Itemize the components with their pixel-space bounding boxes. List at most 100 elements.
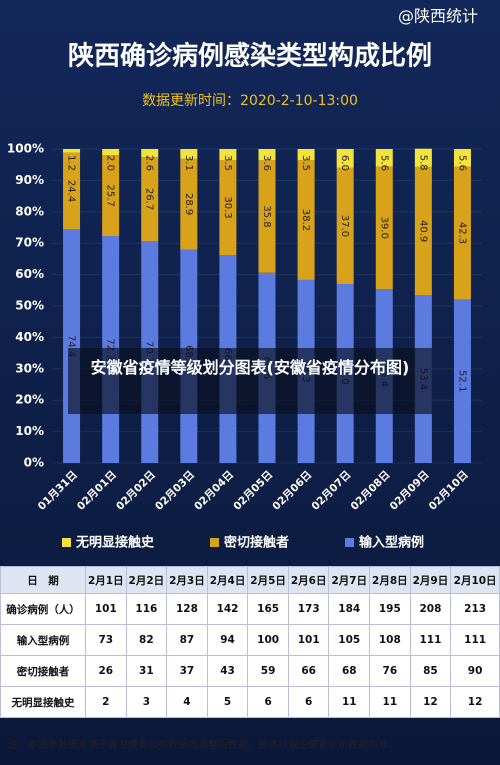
bar-segment bbox=[102, 155, 120, 236]
table-cell: 6 bbox=[247, 686, 289, 718]
legend-swatch bbox=[210, 538, 219, 547]
data-label: 74.4 bbox=[66, 335, 77, 357]
table-cell: 94 bbox=[206, 624, 249, 656]
table-cell: 26 bbox=[85, 655, 127, 687]
table-cell: 105 bbox=[328, 624, 371, 656]
table-cell: 2月5日 bbox=[247, 566, 289, 594]
table-cell: 2 bbox=[85, 686, 127, 718]
table-cell: 2月3日 bbox=[166, 566, 208, 594]
table-cell: 2月1日 bbox=[85, 566, 127, 594]
table-cell: 128 bbox=[166, 593, 208, 625]
bar-segment bbox=[180, 158, 198, 250]
data-label: 5.8 bbox=[417, 155, 428, 171]
table-cell: 4 bbox=[166, 686, 208, 718]
table-cell: 2月9日 bbox=[409, 566, 452, 594]
chart-subtitle: 数据更新时间：2020-2-10-13:00 bbox=[142, 93, 358, 109]
table-cell: 87 bbox=[166, 624, 208, 656]
table-cell: 2月2日 bbox=[125, 566, 168, 594]
y-tick-label: 30% bbox=[15, 361, 44, 375]
table-cell: 116 bbox=[125, 593, 168, 625]
table-cell: 37 bbox=[166, 655, 208, 687]
y-tick-label: 50% bbox=[15, 299, 44, 313]
table-cell: 日 期 bbox=[0, 566, 86, 594]
table-cell: 2月8日 bbox=[369, 566, 411, 594]
table-cell: 43 bbox=[206, 655, 249, 687]
data-label: 39.0 bbox=[378, 217, 389, 239]
watermark: @陕西统计 bbox=[398, 7, 478, 26]
data-label: 28.9 bbox=[183, 193, 194, 215]
table-row: 确诊病例（人） 101 116 128 142 165 173 184 195 208 213 bbox=[0, 593, 500, 625]
table-cell: 82 bbox=[125, 624, 168, 656]
data-label: 5.6 bbox=[378, 155, 389, 171]
table-cell: 111 bbox=[409, 624, 452, 656]
y-tick-label: 80% bbox=[15, 204, 44, 218]
table-cell: 2月6日 bbox=[287, 566, 330, 594]
x-tick-label: 02月03日 bbox=[153, 469, 197, 513]
table-cell: 确诊病例（人） bbox=[0, 593, 86, 625]
table-cell: 31 bbox=[125, 655, 168, 687]
table-cell: 165 bbox=[247, 593, 289, 625]
x-tick-label: 02月07日 bbox=[309, 469, 353, 513]
bar-segment bbox=[141, 149, 159, 158]
x-tick-label: 02月04日 bbox=[192, 469, 236, 513]
table-cell: 11 bbox=[369, 686, 411, 718]
x-tick-label: 02月05日 bbox=[231, 469, 275, 513]
table-cell: 100 bbox=[247, 624, 289, 656]
legend-swatch bbox=[62, 538, 71, 547]
table-cell: 208 bbox=[409, 593, 452, 625]
data-label: 37.0 bbox=[339, 215, 350, 237]
x-tick-label: 02月10日 bbox=[427, 469, 471, 513]
table-cell: 密切接触者 bbox=[0, 655, 86, 687]
data-label: 42.3 bbox=[456, 222, 467, 244]
table-cell: 213 bbox=[450, 593, 500, 625]
table-row: 密切接触者 26 31 37 43 59 66 68 76 85 90 bbox=[0, 655, 500, 687]
table-cell: 3 bbox=[125, 686, 168, 718]
data-label: 25.7 bbox=[105, 184, 116, 206]
table-cell: 184 bbox=[328, 593, 371, 625]
x-tick-label: 02月09日 bbox=[388, 469, 432, 513]
y-tick-label: 10% bbox=[15, 424, 44, 438]
table-cell: 90 bbox=[450, 655, 500, 687]
table-cell: 输入型病例 bbox=[0, 624, 86, 656]
bar-segment bbox=[102, 149, 120, 156]
table-cell: 2月10日 bbox=[450, 566, 500, 594]
table-cell: 12 bbox=[450, 686, 500, 718]
data-label: 3.5 bbox=[222, 155, 233, 171]
data-label: 24.4 bbox=[66, 180, 77, 202]
table-cell: 195 bbox=[369, 593, 411, 625]
data-label: 52.1 bbox=[456, 370, 467, 392]
bar-segment bbox=[414, 166, 432, 296]
data-label: 3.1 bbox=[183, 155, 194, 171]
data-label: 5.6 bbox=[456, 155, 467, 171]
x-tick-label: 02月08日 bbox=[349, 469, 393, 513]
data-label: 3.6 bbox=[261, 155, 272, 171]
y-tick-label: 90% bbox=[15, 173, 44, 187]
bar-segment bbox=[336, 149, 354, 168]
data-label: 30.3 bbox=[222, 196, 233, 218]
table-cell: 85 bbox=[409, 655, 452, 687]
data-label: 6.0 bbox=[339, 155, 350, 171]
chart-title: 陕西确诊病例感染类型构成比例 bbox=[68, 41, 432, 72]
data-label: 26.7 bbox=[144, 188, 155, 210]
y-tick-label: 60% bbox=[15, 267, 44, 281]
table-cell: 59 bbox=[247, 655, 289, 687]
y-tick-label: 0% bbox=[24, 456, 44, 470]
bar-segment bbox=[297, 159, 315, 280]
bar-segment bbox=[63, 149, 81, 153]
table-cell: 111 bbox=[450, 624, 500, 656]
table-cell: 142 bbox=[206, 593, 249, 625]
bar-segment bbox=[180, 149, 198, 159]
table-cell: 76 bbox=[369, 655, 411, 687]
data-label: 3.5 bbox=[300, 155, 311, 171]
table-cell: 173 bbox=[287, 593, 330, 625]
table-cell: 2月4日 bbox=[206, 566, 249, 594]
bar-segment bbox=[297, 149, 315, 160]
table-cell: 108 bbox=[369, 624, 411, 656]
table-cell: 101 bbox=[85, 593, 127, 625]
table-cell: 11 bbox=[328, 686, 371, 718]
data-label: 2.6 bbox=[144, 155, 155, 171]
data-label: 38.2 bbox=[300, 209, 311, 231]
table-cell: 12 bbox=[409, 686, 452, 718]
data-label: 40.9 bbox=[417, 220, 428, 242]
bar-segment bbox=[414, 148, 432, 167]
